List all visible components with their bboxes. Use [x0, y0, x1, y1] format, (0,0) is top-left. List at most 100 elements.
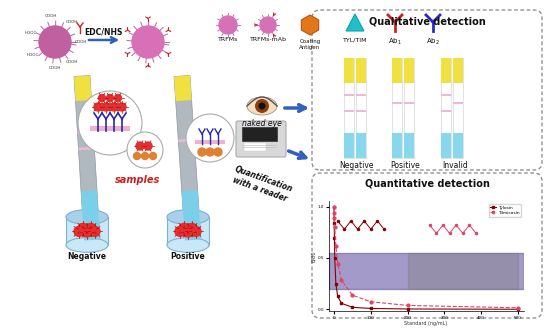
Circle shape	[110, 103, 118, 111]
Circle shape	[258, 102, 266, 110]
Y-axis label: B/B0: B/B0	[311, 251, 316, 262]
Bar	[195, 140, 225, 144]
Text: Negative: Negative	[68, 252, 107, 261]
Bar	[356, 94, 366, 96]
Text: Invalid: Invalid	[442, 161, 468, 170]
Tylosin	[515, 307, 521, 311]
Circle shape	[86, 223, 96, 234]
Text: EDC/NHS: EDC/NHS	[84, 28, 122, 36]
Circle shape	[141, 153, 148, 159]
Circle shape	[98, 94, 106, 101]
Tilmicosin	[338, 278, 345, 282]
Text: samples: samples	[116, 175, 161, 185]
X-axis label: Standard (ng/mL): Standard (ng/mL)	[404, 321, 448, 326]
Tylosin	[349, 305, 356, 309]
Text: COOH: COOH	[65, 20, 78, 24]
Text: Ab$_2$: Ab$_2$	[426, 37, 440, 47]
Bar	[344, 94, 354, 96]
Text: Negative: Negative	[340, 161, 374, 170]
Ellipse shape	[66, 210, 108, 224]
Circle shape	[191, 226, 201, 236]
Text: Quantitative detection: Quantitative detection	[365, 179, 490, 189]
Bar	[441, 110, 451, 112]
Bar	[66, 217, 108, 245]
Bar	[167, 217, 209, 245]
Circle shape	[219, 16, 237, 34]
Bar	[392, 58, 402, 158]
Bar	[453, 58, 463, 83]
Text: HOOC: HOOC	[26, 53, 39, 57]
FancyBboxPatch shape	[236, 121, 286, 157]
Circle shape	[179, 223, 189, 234]
Bar	[404, 58, 414, 83]
Polygon shape	[78, 131, 94, 134]
Polygon shape	[74, 75, 100, 240]
Bar	[453, 58, 463, 158]
Text: TYL/TIM: TYL/TIM	[343, 37, 367, 42]
Bar	[356, 58, 366, 83]
Polygon shape	[81, 190, 100, 240]
Circle shape	[214, 148, 222, 156]
Bar	[244, 143, 266, 151]
Circle shape	[255, 99, 269, 113]
Text: Qualitative detection: Qualitative detection	[368, 16, 485, 26]
Bar	[356, 110, 366, 112]
Bar	[392, 133, 402, 158]
Bar	[392, 58, 402, 83]
FancyBboxPatch shape	[312, 10, 542, 170]
Circle shape	[107, 94, 113, 101]
Tylosin	[331, 236, 338, 240]
Bar	[404, 102, 414, 104]
Circle shape	[82, 227, 92, 237]
Bar	[328, 253, 524, 289]
Text: HOOC: HOOC	[24, 31, 37, 35]
Text: COOH: COOH	[45, 14, 57, 18]
Tilmicosin	[332, 225, 338, 229]
Text: Positive: Positive	[170, 252, 205, 261]
Tylosin	[338, 301, 345, 305]
Circle shape	[127, 132, 163, 168]
Polygon shape	[74, 75, 91, 101]
Polygon shape	[174, 75, 191, 101]
Polygon shape	[178, 138, 194, 142]
Circle shape	[206, 148, 214, 156]
Circle shape	[134, 153, 140, 159]
Tylosin	[331, 221, 338, 225]
Ellipse shape	[167, 210, 209, 224]
Bar	[404, 133, 414, 158]
Text: TRFMs: TRFMs	[218, 37, 238, 42]
Tylosin	[404, 307, 411, 311]
Text: naked eye: naked eye	[242, 119, 282, 128]
Tilmicosin	[331, 205, 337, 209]
Tylosin	[334, 295, 341, 298]
Bar	[344, 133, 354, 158]
FancyBboxPatch shape	[312, 173, 542, 318]
Legend: Tylosin, Tilmicosin: Tylosin, Tilmicosin	[488, 204, 521, 217]
Circle shape	[39, 26, 71, 58]
Circle shape	[150, 153, 157, 159]
Bar	[441, 133, 451, 158]
Circle shape	[74, 226, 84, 236]
Tylosin	[333, 282, 339, 286]
Line: Tilmicosin: Tilmicosin	[333, 205, 519, 309]
Ellipse shape	[247, 97, 277, 115]
Circle shape	[118, 103, 126, 111]
Bar	[242, 127, 277, 141]
Ellipse shape	[167, 238, 209, 252]
Circle shape	[144, 142, 152, 150]
Bar	[453, 133, 463, 158]
Tilmicosin	[331, 211, 338, 215]
Circle shape	[198, 148, 206, 156]
Tilmicosin	[367, 300, 374, 304]
Bar	[441, 58, 451, 83]
Tylosin	[367, 306, 374, 310]
Text: COOH: COOH	[49, 66, 61, 70]
Tilmicosin	[404, 303, 411, 307]
Bar	[356, 58, 366, 158]
Tilmicosin	[333, 244, 339, 248]
Tylosin	[331, 205, 337, 209]
Bar	[441, 58, 451, 158]
Tylosin	[332, 256, 338, 260]
Line: Tylosin: Tylosin	[333, 205, 519, 311]
Circle shape	[187, 223, 197, 234]
